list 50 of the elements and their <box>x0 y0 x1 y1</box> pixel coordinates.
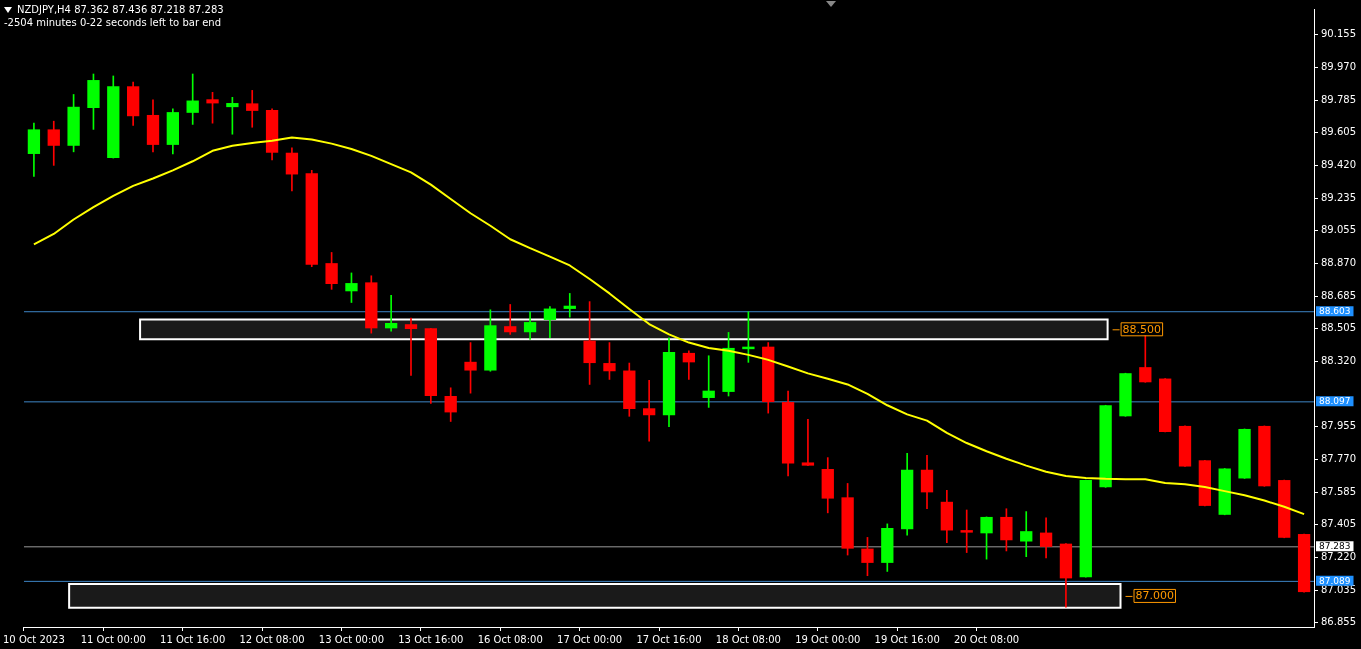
y-tick-label: 88.870 <box>1321 257 1357 269</box>
candlestick <box>504 304 517 335</box>
ref-line-label: 88.097 <box>1319 396 1351 407</box>
x-tick-label: 16 Oct 08:00 <box>477 633 543 645</box>
x-tick-label: 11 Oct 00:00 <box>80 633 146 645</box>
y-tick-label: 87.770 <box>1321 453 1357 465</box>
candlestick <box>643 380 656 442</box>
y-tick-label: 88.685 <box>1321 290 1357 302</box>
ref-line-label: 87.089 <box>1319 575 1351 586</box>
y-tick-label: 89.235 <box>1321 192 1357 204</box>
x-tick-label: 17 Oct 00:00 <box>557 633 623 645</box>
y-tick-label: 87.035 <box>1321 584 1357 596</box>
band-label: 88.500 <box>1122 322 1162 336</box>
x-tick-label: 17 Oct 16:00 <box>636 633 702 645</box>
candlestick <box>1020 511 1033 557</box>
candlestick <box>563 293 576 318</box>
band-label: 87.000 <box>1135 589 1175 603</box>
candlestick <box>960 509 973 553</box>
text: -2504 minutes 0-22 seconds left to bar end <box>4 16 223 29</box>
chart-title: NZDJPY,H4 87.362 87.436 87.218 87.283 <box>17 3 224 16</box>
x-tick-label: 13 Oct 16:00 <box>398 633 464 645</box>
candlestick <box>385 295 398 332</box>
y-tick-label: 87.405 <box>1321 518 1357 530</box>
x-tick-label: 19 Oct 16:00 <box>874 633 940 645</box>
x-tick-label: 11 Oct 16:00 <box>160 633 226 645</box>
ref-line-label: 87.283 <box>1319 541 1351 552</box>
candlestick <box>186 73 199 125</box>
candlestick <box>246 90 259 128</box>
x-tick-label: 10 Oct 2023 <box>3 633 65 645</box>
x-tick-label: 13 Oct 00:00 <box>318 633 385 645</box>
y-tick-label: 89.970 <box>1321 61 1357 73</box>
candlestick <box>702 355 715 408</box>
y-tick-label: 88.505 <box>1321 322 1357 334</box>
y-tick-label: 89.420 <box>1321 159 1357 171</box>
y-tick-label: 90.155 <box>1321 28 1357 40</box>
y-tick-label: 89.785 <box>1321 94 1357 106</box>
x-tick-label: 20 Oct 08:00 <box>953 633 1020 645</box>
y-tick-label: 86.855 <box>1321 616 1357 628</box>
x-tick-label: 12 Oct 08:00 <box>239 633 305 645</box>
y-tick-label: 89.055 <box>1321 224 1357 236</box>
candlestick <box>404 317 418 376</box>
candlestick <box>801 419 815 466</box>
y-tick-label: 89.605 <box>1321 126 1357 138</box>
x-tick-label: 18 Oct 08:00 <box>715 633 781 645</box>
y-tick-label: 87.585 <box>1321 486 1357 498</box>
y-tick-label: 87.955 <box>1321 420 1357 432</box>
y-tick-label: 88.320 <box>1321 355 1357 367</box>
x-tick-label: 19 Oct 00:00 <box>795 633 861 645</box>
y-tick-label: 87.220 <box>1321 551 1357 563</box>
ref-line-label: 88.603 <box>1319 306 1351 317</box>
